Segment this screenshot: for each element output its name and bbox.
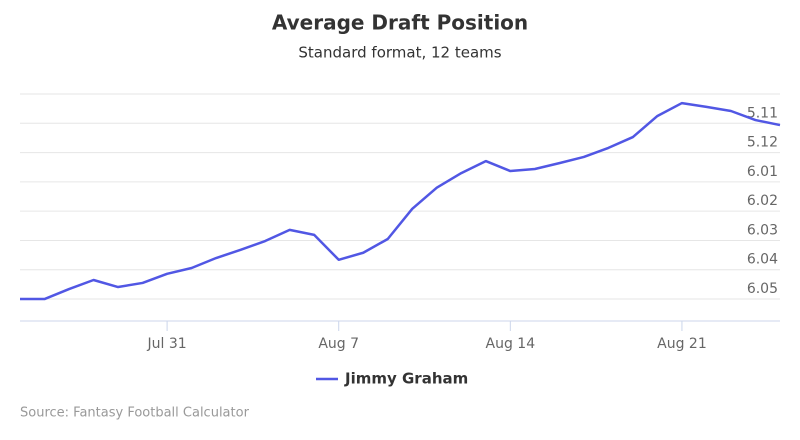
- credits: Source: Fantasy Football Calculator: [20, 406, 250, 421]
- y-tick-label: 6.05: [747, 281, 778, 297]
- y-tick-label: 6.01: [747, 164, 778, 180]
- y-tick-label: 5.12: [747, 135, 778, 151]
- y-tick-label: 6.03: [747, 222, 778, 238]
- x-tick-label: Aug 14: [486, 336, 536, 352]
- y-tick-label: 6.04: [747, 252, 778, 268]
- chart-subtitle: Standard format, 12 teams: [298, 44, 501, 62]
- x-tick-label: Jul 31: [147, 336, 187, 352]
- y-tick-label: 5.11: [747, 105, 778, 121]
- y-tick-label: 6.02: [747, 193, 778, 209]
- series-line: [20, 101, 781, 301]
- chart-title: Average Draft Position: [272, 11, 528, 35]
- legend-label: Jimmy Graham: [344, 370, 468, 388]
- x-tick-label: Aug 21: [657, 336, 707, 352]
- x-tick-label: Aug 7: [318, 336, 359, 352]
